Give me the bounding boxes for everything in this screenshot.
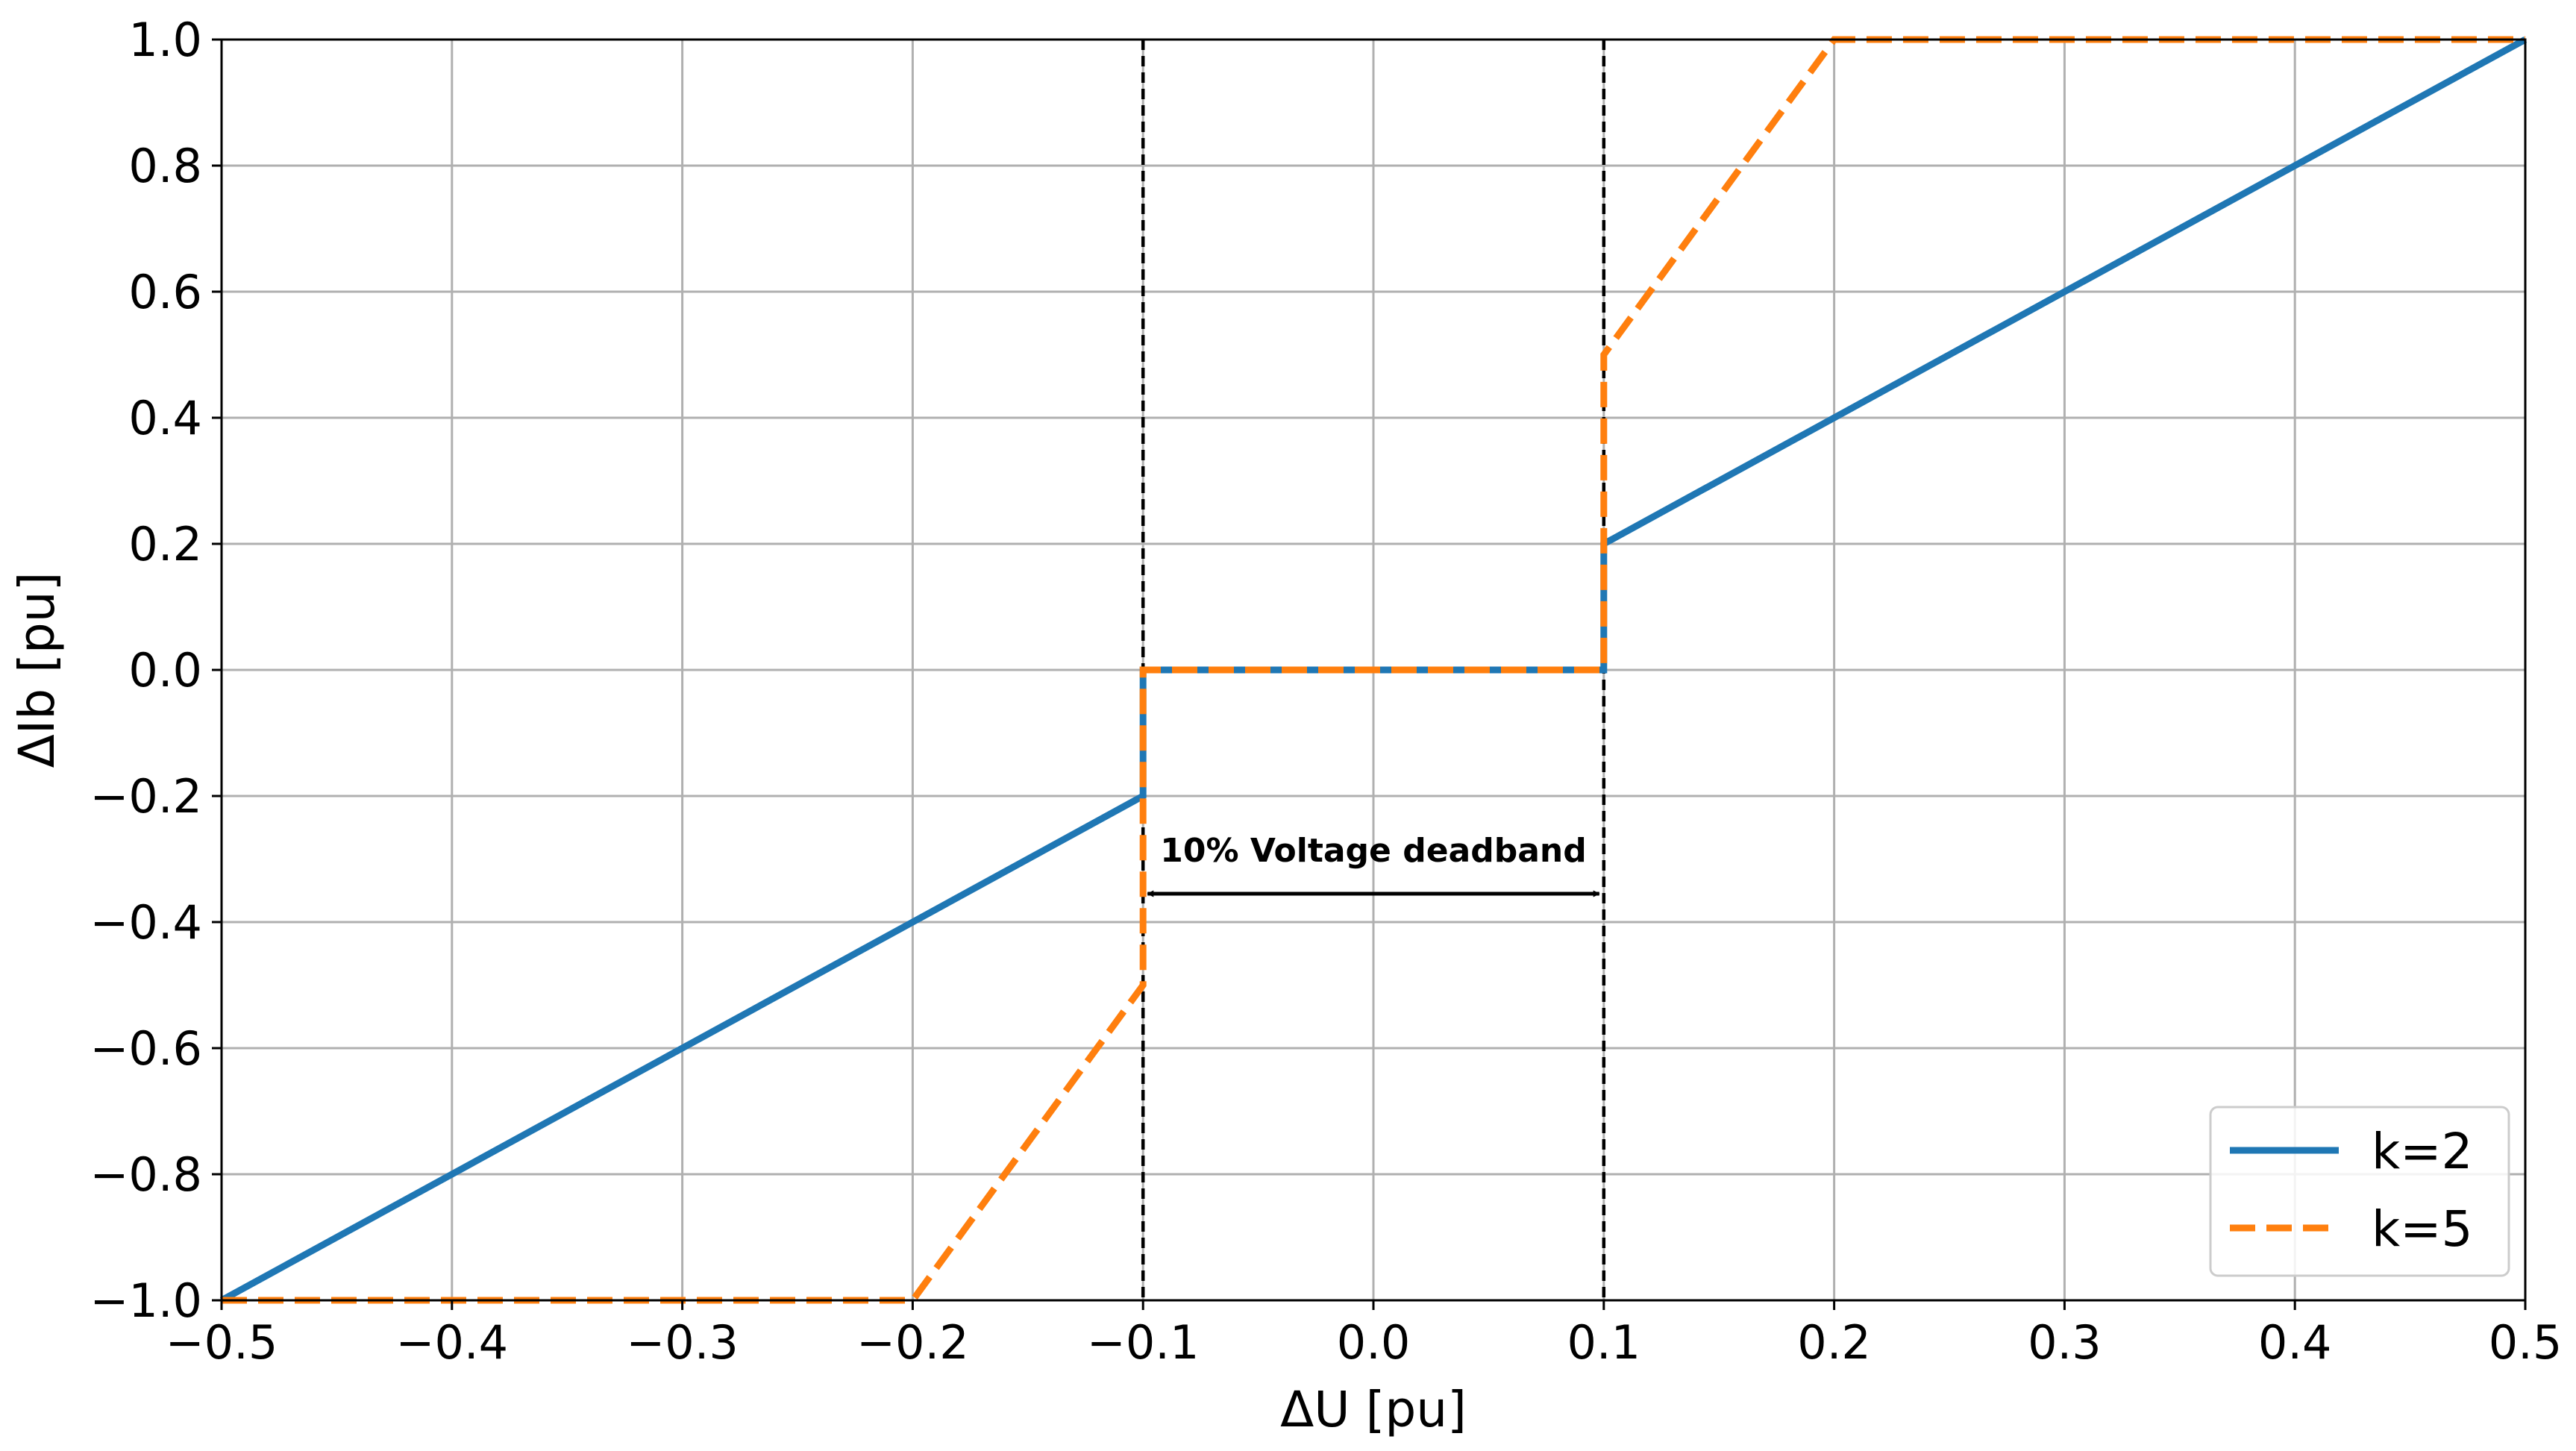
x-tick-label: −0.5 (166, 1315, 278, 1370)
deadband-annotation-text: 10% Voltage deadband (1160, 832, 1587, 870)
x-tick-label: 0.4 (2258, 1315, 2332, 1370)
x-tick-label: 0.0 (1337, 1315, 1411, 1370)
y-tick-label: 0.6 (128, 265, 202, 319)
y-tick-label: −0.8 (90, 1147, 202, 1202)
x-tick-label: −0.3 (626, 1315, 739, 1370)
x-tick-label: 0.5 (2489, 1315, 2563, 1370)
y-tick-label: 0.4 (128, 391, 202, 445)
y-tick-label: 0.8 (128, 139, 202, 193)
x-axis-title: ΔU [pu] (1280, 1381, 1467, 1438)
y-axis-title: ΔIb [pu] (8, 572, 66, 768)
y-tick-label: 0.2 (128, 517, 202, 571)
y-tick-label: 1.0 (128, 13, 202, 67)
legend-label: k=5 (2372, 1200, 2473, 1258)
series-lines (219, 36, 2528, 1304)
y-tick-label: −0.6 (90, 1021, 202, 1076)
y-tick-label: 0.0 (128, 643, 202, 698)
series-line-k-5 (222, 36, 2525, 1304)
y-tick-label: −0.2 (90, 769, 202, 824)
x-tick-label: 0.2 (1797, 1315, 1871, 1370)
y-tick-label: −0.4 (90, 895, 202, 950)
legend: k=2k=5 (2209, 1106, 2510, 1277)
axis-labels: ΔU [pu] ΔIb [pu] (8, 572, 1467, 1438)
x-tick-label: −0.4 (396, 1315, 509, 1370)
annotation: 10% Voltage deadband (1147, 832, 1600, 897)
x-tick-label: −0.2 (856, 1315, 969, 1370)
x-tick-label: −0.1 (1087, 1315, 1200, 1370)
x-tick-label: 0.3 (2028, 1315, 2102, 1370)
axis-ticks: −0.5 −0.4 −0.3 −0.2 −0.1 0.0 0.1 0.2 0.3 0.4 0.5 −1… (90, 13, 2562, 1370)
legend-label: k=2 (2372, 1123, 2473, 1180)
y-tick-label: −1.0 (90, 1273, 202, 1328)
x-tick-label: 0.1 (1567, 1315, 1640, 1370)
